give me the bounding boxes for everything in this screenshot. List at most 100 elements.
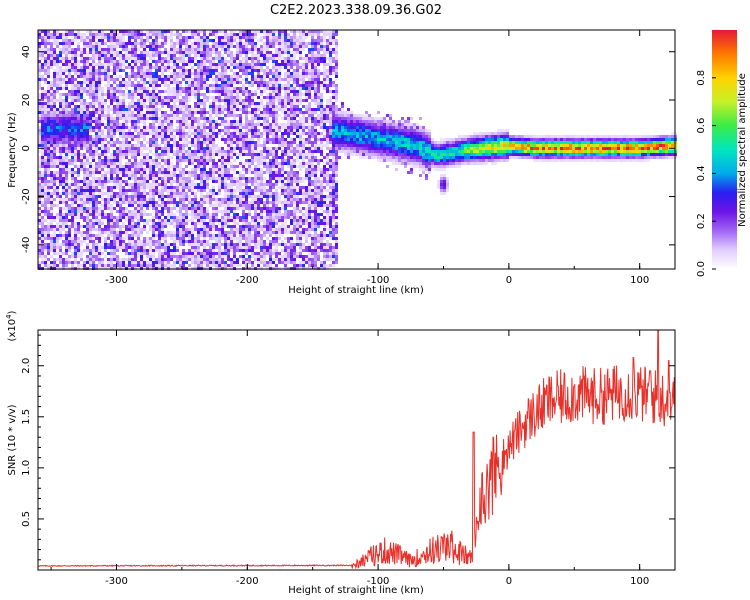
spectrogram-cell [155, 102, 158, 105]
spectrogram-cell [191, 30, 194, 33]
spectrogram-cell [119, 231, 122, 234]
spectrogram-cell [74, 192, 77, 195]
spectrogram-cell [158, 126, 161, 129]
spectrogram-cell [236, 132, 239, 135]
spectrogram-cell [104, 54, 107, 57]
spectrogram-cell [194, 93, 197, 96]
spectrogram-cell [65, 204, 68, 207]
spectrogram-cell [173, 72, 176, 75]
spectrogram-cell [143, 75, 146, 78]
spectrogram-cell [113, 222, 116, 225]
spectrogram-cell [200, 252, 203, 255]
spectrogram-cell [41, 102, 44, 105]
spectrogram-cell [221, 264, 224, 267]
spectrogram-cell [185, 30, 188, 33]
spectrogram-cell [245, 216, 248, 219]
spectrogram-cell [170, 210, 173, 213]
spectrogram-cell [254, 171, 257, 174]
spectrogram-cell [236, 207, 239, 210]
spectrogram-cell [95, 195, 98, 198]
spectrogram-cell [215, 99, 218, 102]
spectrogram-cell [194, 75, 197, 78]
spectrogram-cell [209, 120, 212, 123]
spectrogram-cell [224, 156, 227, 159]
spectrogram-cell [206, 69, 209, 72]
spectrogram-cell [236, 231, 239, 234]
spectrogram-cell [110, 180, 113, 183]
spectrogram-cell [113, 153, 116, 156]
spectrogram-cell [116, 126, 119, 129]
spectrogram-cell [116, 111, 119, 114]
spectrogram-cell [227, 234, 230, 237]
spectrogram-cell [152, 87, 155, 90]
spectrogram-cell [182, 72, 185, 75]
spectrogram-cell [113, 231, 116, 234]
spectrogram-cell [44, 243, 47, 246]
spectrogram-cell [149, 69, 152, 72]
spectrogram-cell [236, 222, 239, 225]
spectrogram-cell [65, 147, 68, 150]
spectrogram-cell [137, 234, 140, 237]
spectrogram-cell [158, 225, 161, 228]
spectrogram-cell [53, 144, 56, 147]
spectrogram-cell [119, 90, 122, 93]
spectrogram-cell [104, 183, 107, 186]
spectrogram-cell [170, 60, 173, 63]
spectrogram-cell [113, 180, 116, 183]
spectrogram-cell [185, 90, 188, 93]
spectrogram-cell [230, 258, 233, 261]
spectrogram-cell [92, 87, 95, 90]
spectrogram-cell [86, 30, 89, 33]
spectrogram-cell [245, 42, 248, 45]
spectrogram-cell [68, 72, 71, 75]
spectrogram-cell [200, 138, 203, 141]
spectrogram-cell [236, 171, 239, 174]
spectrogram-cell [110, 36, 113, 39]
spectrogram-cell [86, 234, 89, 237]
spectrogram-cell [116, 249, 119, 252]
spectrogram-cell [59, 36, 62, 39]
spectrogram-cell [137, 177, 140, 180]
spectrogram-cell [248, 147, 251, 150]
spectrogram-cell [122, 48, 125, 51]
spectrogram-cell [74, 123, 77, 126]
spectrogram-cell [122, 195, 125, 198]
spectrogram-cell [233, 246, 236, 249]
spectrogram-cell [200, 219, 203, 222]
spectrogram-cell [59, 171, 62, 174]
spectrogram-cell [86, 63, 89, 66]
spectrogram-cell [122, 180, 125, 183]
spectrogram-cell [188, 240, 191, 243]
spectrogram-cell [131, 234, 134, 237]
spectrogram-cell [248, 171, 251, 174]
spectrogram-cell [125, 108, 128, 111]
spectrogram-cell [125, 171, 128, 174]
spectrogram-cell [224, 108, 227, 111]
spectrogram-cell [227, 204, 230, 207]
spectrogram-cell [92, 183, 95, 186]
spectrogram-cell [242, 249, 245, 252]
spectrogram-cell [128, 96, 131, 99]
spectrogram-cell [122, 192, 125, 195]
spectrogram-cell [236, 72, 239, 75]
spectrogram-cell [161, 36, 164, 39]
spectrogram-cell [152, 141, 155, 144]
spectrogram-cell [221, 57, 224, 60]
spectrogram-cell [65, 63, 68, 66]
spectrogram-cell [242, 147, 245, 150]
spectrogram-cell [74, 120, 77, 123]
spectrogram-cell [206, 78, 209, 81]
spectrogram-cell [146, 90, 149, 93]
spectrogram-cell [140, 183, 143, 186]
spectrogram-cell [50, 249, 53, 252]
spectrogram-cell [257, 252, 260, 255]
spectrogram-cell [182, 228, 185, 231]
spectrogram-cell [95, 99, 98, 102]
spectrogram-cell [107, 222, 110, 225]
spectrogram-cell [137, 129, 140, 132]
spectrogram-cell [248, 69, 251, 72]
spectrogram-cell [230, 183, 233, 186]
spectrogram-cell [230, 90, 233, 93]
spectrogram-cell [104, 231, 107, 234]
spectrogram-cell [89, 45, 92, 48]
